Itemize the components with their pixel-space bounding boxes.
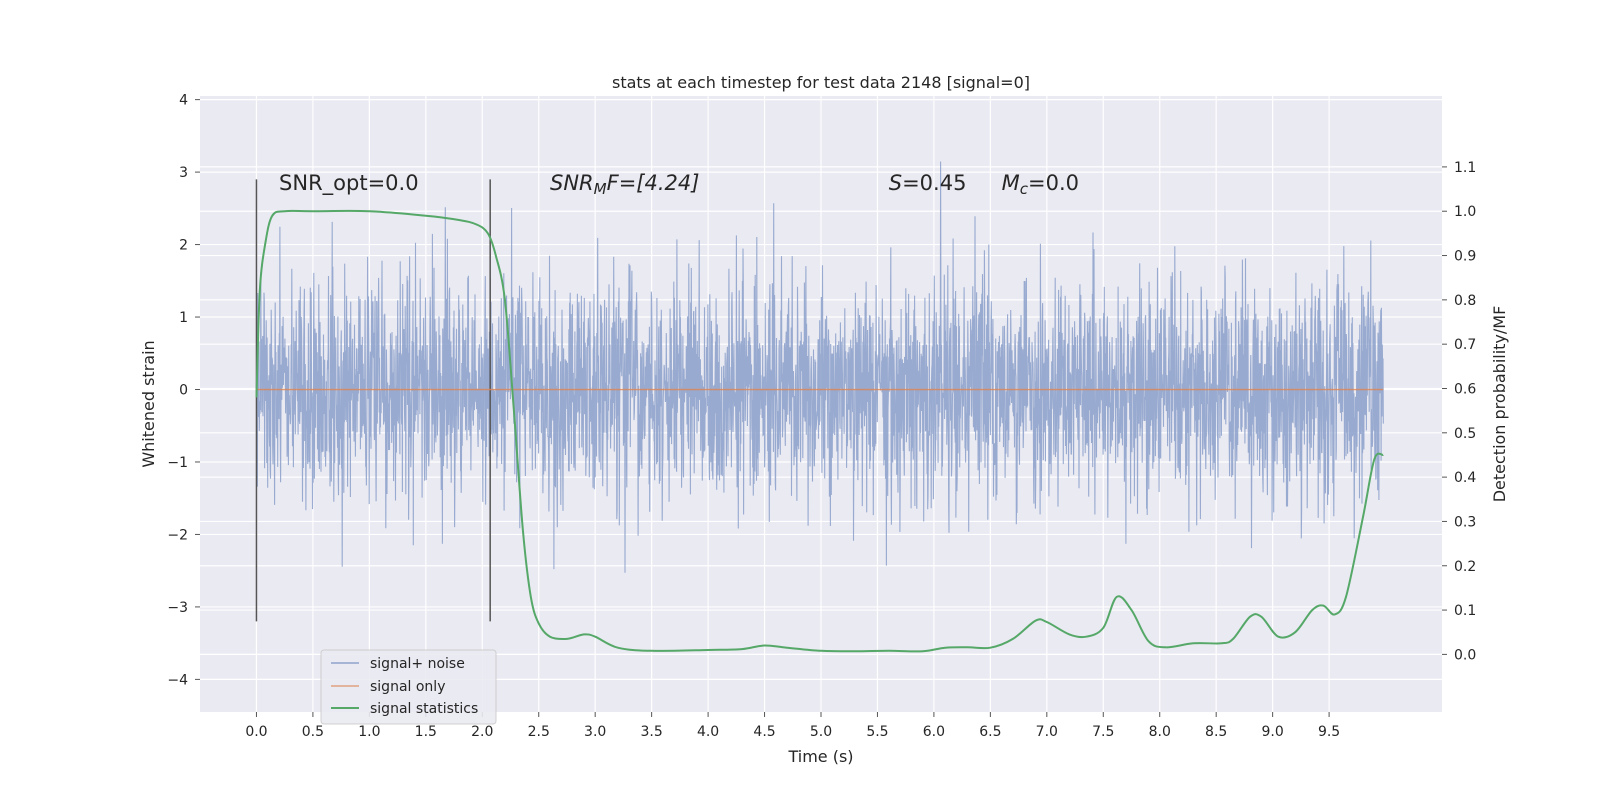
y-right-tick-label: 1.0	[1454, 204, 1476, 220]
legend-label-signal-plus-noise: signal+ noise	[370, 656, 465, 672]
y-right-tick-label: 0.0	[1454, 647, 1476, 663]
y-right-tick-label: 0.9	[1454, 249, 1476, 265]
annotation-subscript: M	[594, 180, 607, 198]
y-tick-label: 1	[179, 310, 188, 326]
annotation-2: S=0.45	[889, 171, 967, 195]
y-right-tick-label: 0.5	[1454, 426, 1476, 442]
x-tick-label: 8.0	[1149, 724, 1171, 740]
statistics-curve	[255, 209, 1384, 653]
y-right-tick-label: 0.3	[1454, 514, 1476, 530]
annotation-main: SNR	[550, 171, 594, 195]
x-tick-label: 7.0	[1036, 724, 1058, 740]
event-markers	[255, 179, 491, 622]
x-axis-label: Time (s)	[787, 747, 853, 766]
annotation-3: Mc=0.0	[1002, 171, 1079, 198]
y-tick-label: −2	[167, 527, 188, 543]
x-tick-label: 0.5	[302, 724, 324, 740]
y-right-tick-label: 0.2	[1454, 559, 1476, 575]
y-tick-label: 3	[179, 165, 188, 181]
legend: signal+ noise signal only signal statist…	[320, 649, 497, 725]
annotation-main: M	[1002, 171, 1020, 195]
legend-label-signal-only: signal only	[370, 679, 445, 695]
x-tick-label: 5.0	[810, 724, 832, 740]
x-tick-label: 1.0	[358, 724, 380, 740]
y-tick-label: −1	[167, 455, 188, 471]
x-tick-label: 0.0	[245, 724, 267, 740]
x-tick-label: 9.5	[1318, 724, 1340, 740]
y-tick-label: 2	[179, 238, 188, 254]
series-signal-statistics	[255, 209, 1384, 653]
x-axis-ticks: 0.0 0.5 1.0 1.5 2.0 2.5 3.0 3.5 4.0 4.5 5.0 5.5 6.0 6…	[245, 712, 1340, 740]
annotation-subscript: c	[1020, 180, 1029, 198]
chart-title: stats at each timestep for test data 214…	[612, 73, 1030, 92]
x-tick-label: 3.5	[641, 724, 663, 740]
x-tick-label: 8.5	[1205, 724, 1227, 740]
y-right-tick-label: 1.1	[1454, 160, 1476, 176]
annotation-value: F=[4.24]	[607, 171, 700, 195]
x-tick-label: 2.0	[471, 724, 493, 740]
x-tick-label: 6.0	[923, 724, 945, 740]
y-right-axis-label: Detection probability/MF	[1490, 306, 1509, 503]
noise-trace	[255, 161, 1384, 573]
y-tick-label: −4	[167, 672, 188, 688]
annotation-1: SNRMF=[4.24]	[550, 171, 699, 198]
y-right-axis-ticks: 0.0 0.1 0.2 0.3 0.4 0.5 0.6 0.7 0.8 0.9 1.0 1.1	[1442, 160, 1476, 663]
y-right-tick-label: 0.1	[1454, 603, 1476, 619]
x-tick-label: 5.5	[866, 724, 888, 740]
y-right-tick-label: 0.6	[1454, 381, 1476, 397]
x-tick-label: 4.0	[697, 724, 719, 740]
y-tick-label: 4	[179, 93, 188, 109]
x-tick-label: 3.0	[584, 724, 606, 740]
series-signal-plus-noise	[255, 161, 1384, 573]
x-tick-label: 6.5	[979, 724, 1001, 740]
x-tick-label: 2.5	[528, 724, 550, 740]
y-axis-label: Whitened strain	[139, 340, 158, 467]
y-right-tick-label: 0.4	[1454, 470, 1476, 486]
x-tick-label: 1.5	[415, 724, 437, 740]
annotations: SNR_opt=0.0 SNRMF=[4.24] S=0.45 Mc=0.0	[279, 171, 1079, 198]
y-tick-label: −3	[167, 600, 188, 616]
annotation-value: =0.45	[902, 171, 966, 195]
x-tick-label: 7.5	[1092, 724, 1114, 740]
annotation-0: SNR_opt=0.0	[279, 171, 419, 196]
y-right-tick-label: 0.8	[1454, 293, 1476, 309]
y-tick-label: 0	[179, 383, 188, 399]
y-axis-ticks: −4 −3 −2 −1 0 1 2 3 4	[167, 93, 200, 688]
legend-box	[320, 649, 497, 725]
annotation-main: S	[889, 171, 902, 195]
y-right-tick-label: 0.7	[1454, 337, 1476, 353]
legend-label-signal-statistics: signal statistics	[370, 701, 478, 717]
x-tick-label: 4.5	[753, 724, 775, 740]
annotation-value: =0.0	[1028, 171, 1079, 195]
x-tick-label: 9.0	[1262, 724, 1284, 740]
annotation-main: SNR_opt=0.0	[279, 171, 419, 196]
